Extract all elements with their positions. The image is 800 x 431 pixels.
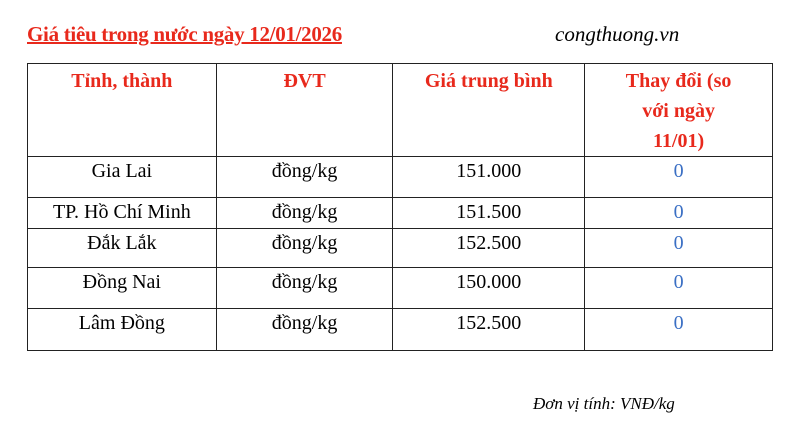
unit-footnote: Đơn vị tính: VNĐ/kg xyxy=(533,394,675,413)
table-row: Lâm Đồng đồng/kg 152.500 0 xyxy=(27,308,773,351)
cell-price: 151.500 xyxy=(392,197,586,229)
cell-unit: đồng/kg xyxy=(215,156,394,198)
cell-unit: đồng/kg xyxy=(215,308,394,351)
cell-price: 152.500 xyxy=(392,228,586,268)
header-unit: ĐVT xyxy=(215,63,394,157)
page-title: Giá tiêu trong nước ngày 12/01/2026 xyxy=(27,22,342,46)
cell-province: TP. Hồ Chí Minh xyxy=(27,197,217,229)
cell-price: 152.500 xyxy=(392,308,586,351)
cell-province: Lâm Đồng xyxy=(27,308,217,351)
cell-unit: đồng/kg xyxy=(215,267,394,309)
cell-unit: đồng/kg xyxy=(215,228,394,268)
table-row: Đắk Lắk đồng/kg 152.500 0 xyxy=(27,228,773,268)
header-change: Thay đổi (so với ngày 11/01) xyxy=(584,63,773,157)
table-header-row: Tỉnh, thành ĐVT Giá trung bình Thay đổi … xyxy=(27,63,773,157)
cell-price: 151.000 xyxy=(392,156,586,198)
header-avg-price: Giá trung bình xyxy=(392,63,586,157)
cell-change: 0 xyxy=(584,156,773,198)
table-row: Đồng Nai đồng/kg 150.000 0 xyxy=(27,267,773,309)
table-row: Gia Lai đồng/kg 151.000 0 xyxy=(27,156,773,198)
cell-change: 0 xyxy=(584,267,773,309)
cell-province: Đắk Lắk xyxy=(27,228,217,268)
cell-change: 0 xyxy=(584,197,773,229)
cell-price: 150.000 xyxy=(392,267,586,309)
price-table: Tỉnh, thành ĐVT Giá trung bình Thay đổi … xyxy=(27,63,773,351)
cell-province: Gia Lai xyxy=(27,156,217,198)
cell-change: 0 xyxy=(584,308,773,351)
cell-change: 0 xyxy=(584,228,773,268)
header-province: Tỉnh, thành xyxy=(27,63,217,157)
cell-unit: đồng/kg xyxy=(215,197,394,229)
source-label: congthuong.vn xyxy=(555,22,680,46)
cell-province: Đồng Nai xyxy=(27,267,217,309)
table-row: TP. Hồ Chí Minh đồng/kg 151.500 0 xyxy=(27,197,773,229)
